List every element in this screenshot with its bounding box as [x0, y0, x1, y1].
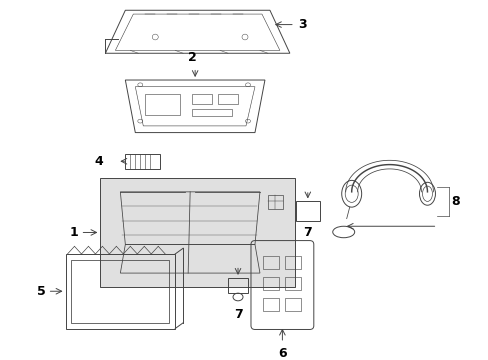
Bar [218, 94, 238, 104]
Bar [267, 195, 283, 209]
Bar [285, 256, 300, 269]
Bar [263, 298, 278, 311]
Text: 6: 6 [278, 347, 286, 360]
Bar [65, 254, 175, 329]
Bar [263, 256, 278, 269]
Bar [285, 298, 300, 311]
Text: 8: 8 [450, 195, 459, 208]
Bar [295, 201, 319, 221]
Text: 3: 3 [297, 18, 306, 31]
Bar [227, 278, 247, 293]
Text: 7: 7 [303, 226, 311, 239]
Text: 7: 7 [233, 309, 242, 321]
Text: 4: 4 [95, 155, 103, 168]
Bar [192, 94, 212, 104]
Bar [285, 277, 300, 290]
Text: 1: 1 [70, 226, 78, 239]
Bar [125, 154, 160, 169]
Bar [145, 94, 180, 116]
Bar [192, 109, 232, 116]
Bar [263, 277, 278, 290]
Text: 2: 2 [187, 51, 196, 64]
Bar [71, 260, 169, 323]
Text: 5: 5 [37, 285, 45, 298]
Bar [100, 177, 294, 287]
